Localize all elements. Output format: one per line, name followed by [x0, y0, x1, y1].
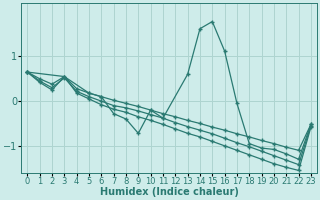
X-axis label: Humidex (Indice chaleur): Humidex (Indice chaleur) [100, 187, 239, 197]
